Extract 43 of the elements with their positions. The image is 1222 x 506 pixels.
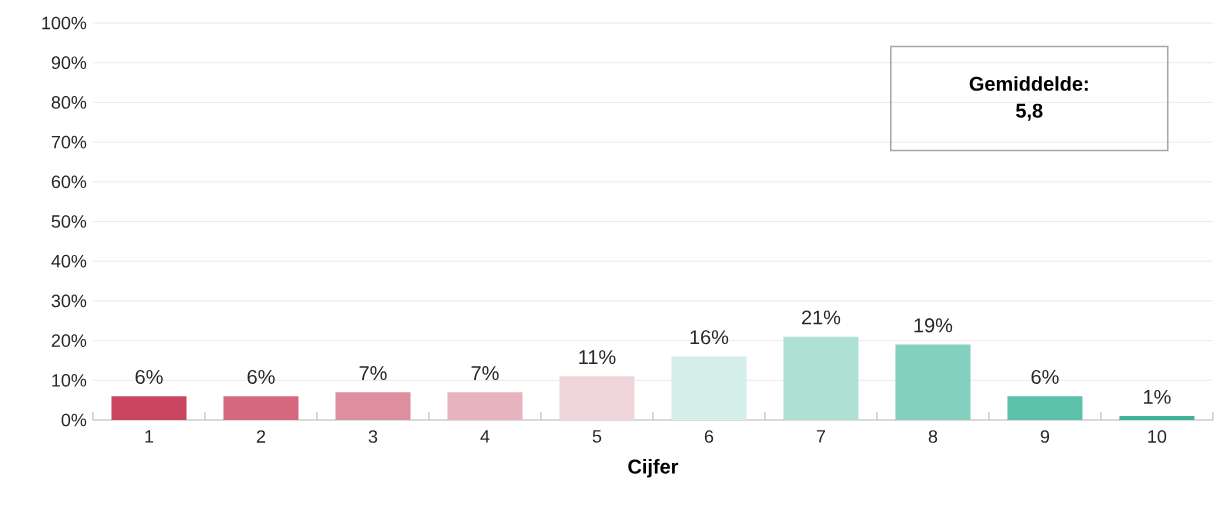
- y-tick-label: 80%: [51, 96, 87, 109]
- x-tick-label: 4: [480, 430, 490, 443]
- y-tick-label: 60%: [51, 175, 87, 189]
- bar: [223, 396, 299, 420]
- x-tick-label: 10: [1148, 430, 1167, 443]
- bar: [559, 376, 635, 420]
- annotation: Gemiddelde: 5,8: [969, 76, 1088, 121]
- data-label: 11%: [579, 350, 616, 365]
- bar: [671, 356, 747, 420]
- bar: [895, 344, 971, 420]
- y-tick-label: 70%: [51, 135, 87, 149]
- bar: [783, 336, 859, 420]
- bar: [1007, 396, 1083, 420]
- x-tick-label: 3: [368, 430, 378, 443]
- bar: [335, 392, 411, 420]
- y-tick-label: 100%: [42, 16, 87, 30]
- x-tick-label: 6: [704, 430, 714, 443]
- y-tick-label: 0%: [61, 413, 87, 427]
- data-label: 16%: [690, 330, 729, 345]
- y-tick-label: 10%: [52, 373, 87, 387]
- data-label: 6%: [135, 369, 163, 384]
- y-tick-label: 90%: [51, 56, 87, 70]
- y-tick-label: 40%: [51, 254, 87, 268]
- x-tick-label: 8: [928, 430, 938, 443]
- data-label: 6%: [1031, 369, 1059, 384]
- x-tick-label: 7: [816, 430, 826, 443]
- bar: [1119, 416, 1195, 420]
- y-tick-label: 30%: [51, 294, 87, 308]
- x-tick-label: 1: [145, 430, 154, 443]
- bar: [447, 392, 523, 420]
- data-label: 7%: [359, 366, 387, 381]
- y-tick-label: 50%: [51, 215, 87, 228]
- x-tick-label: 5: [592, 430, 602, 443]
- x-tick-label: 9: [1040, 430, 1050, 443]
- data-label: 19%: [914, 318, 953, 333]
- data-label: 21%: [802, 310, 841, 325]
- y-tick-label: 20%: [51, 334, 87, 347]
- data-label: 1%: [1144, 389, 1171, 404]
- x-tick-label: 2: [256, 430, 266, 443]
- data-label: 7%: [471, 366, 499, 381]
- data-label: 6%: [247, 369, 275, 384]
- x-axis-title: Cijfer: [628, 459, 679, 478]
- bar: [111, 396, 187, 420]
